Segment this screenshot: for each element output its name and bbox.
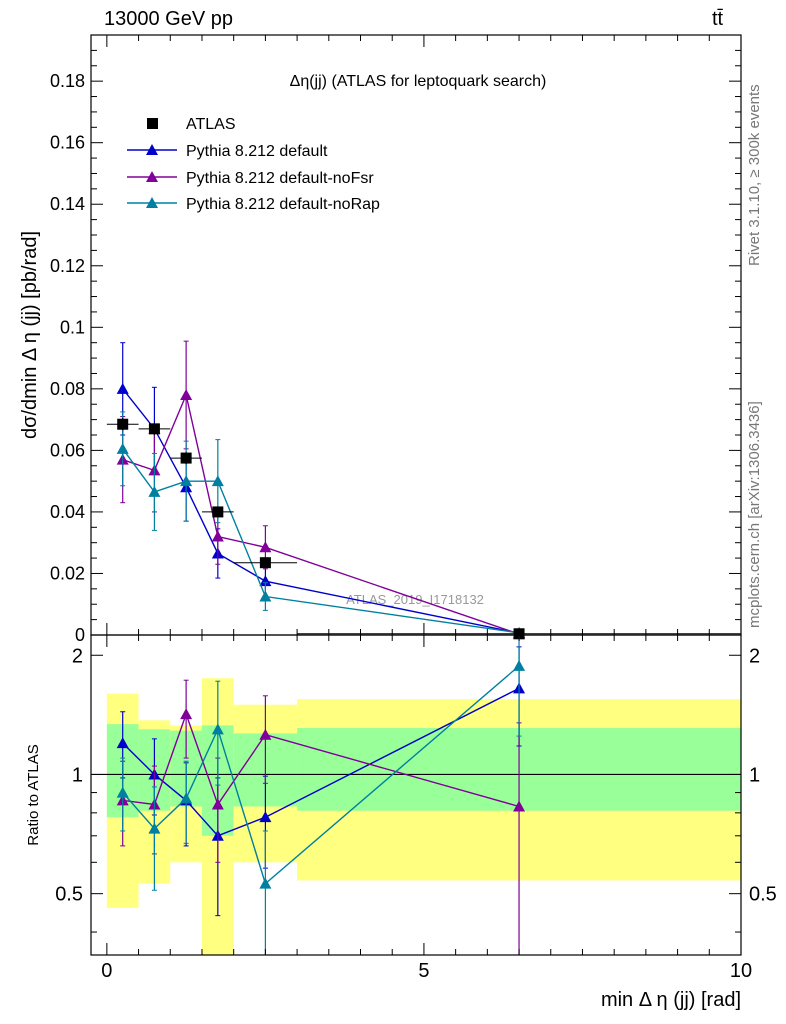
x-tick-label: 0 — [101, 960, 112, 982]
main-y-label: dσ/dmin Δ η (jj) [pb/rad] — [19, 231, 41, 439]
legend-label-nofsr: Pythia 8.212 default-noFsr — [186, 170, 374, 187]
ratio-point-pythia-8-212-default — [116, 737, 129, 749]
ratio-point-pythia-8-212-default-norap — [116, 786, 129, 798]
data-point-pythia-8-212-default-norap — [148, 485, 161, 497]
ratio-ytick-label-right: 0.5 — [749, 884, 777, 906]
main-ytick-label: 0 — [75, 625, 85, 645]
data-point-atlas — [513, 628, 525, 640]
ratio-point-pythia-8-212-default-nofsr — [211, 798, 224, 810]
ratio-ytick-label-right: 2 — [749, 645, 760, 667]
ratio-point-pythia-8-212-default-norap — [211, 723, 224, 735]
data-point-atlas — [180, 452, 192, 464]
legend-marker-norap — [146, 197, 158, 208]
ratio-ytick-label: 2 — [72, 645, 83, 667]
data-point-atlas — [117, 418, 129, 430]
x-tick-label: 5 — [418, 960, 429, 982]
main-ytick-label: 0.14 — [50, 194, 85, 214]
ratio-point-pythia-8-212-default-norap — [259, 877, 272, 889]
data-point-pythia-8-212-default-norap — [116, 442, 129, 454]
main-panel: Δη(jj) (ATLAS for leptoquark search) ATL… — [19, 34, 742, 645]
series-line-pythia-8-212-default-norap — [122, 448, 520, 634]
ratio-point-pythia-8-212-default-norap — [148, 822, 161, 834]
main-ytick-label: 0.08 — [50, 379, 85, 399]
ratio-point-pythia-8-212-default-norap — [180, 792, 193, 804]
data-point-atlas — [148, 423, 160, 435]
data-point-pythia-8-212-default — [116, 382, 129, 394]
data-point-pythia-8-212-default — [259, 575, 272, 587]
main-ytick-label: 0.18 — [50, 71, 85, 91]
data-point-pythia-8-212-default-nofsr — [211, 530, 224, 542]
main-y-ticks: 0 0.02 0.04 0.06 0.08 0.1 0.12 0.14 0.16 0.18 — [50, 35, 742, 645]
ratio-y-label: Ratio to ATLAS — [25, 744, 42, 845]
data-point-pythia-8-212-default-norap — [259, 590, 272, 602]
legend: ATLAS Pythia 8.212 default Pythia 8.212 … — [127, 116, 380, 213]
ratio-line-pythia-8-212-default — [122, 687, 520, 837]
energy-label: 13000 GeV pp — [104, 8, 233, 30]
main-content — [106, 340, 741, 640]
data-point-atlas — [212, 506, 224, 518]
data-point-pythia-8-212-default-norap — [180, 475, 193, 487]
legend-label-default: Pythia 8.212 default — [186, 143, 328, 160]
data-point-atlas — [259, 557, 271, 569]
data-point-pythia-8-212-default-nofsr — [180, 389, 193, 400]
series-line-pythia-8-212-default — [122, 388, 520, 634]
main-ytick-label: 0.12 — [50, 256, 85, 276]
series-line-pythia-8-212-default-nofsr — [122, 392, 520, 635]
ratio-ytick-label: 0.5 — [55, 884, 83, 906]
main-ytick-label: 0.16 — [50, 133, 85, 153]
ratio-frame — [90, 634, 742, 956]
ratio-panel: 0.5 0.5 1 1 2 2 0 5 10 Ratio to ATLAS min Δ η (j… — [25, 634, 777, 1011]
ratio-line-pythia-8-212-default-nofsr — [122, 712, 520, 808]
ratio-ytick-label: 1 — [72, 764, 83, 786]
main-ytick-label: 0.04 — [50, 502, 85, 522]
ratio-point-pythia-8-212-default-nofsr — [513, 800, 526, 812]
ratio-content — [91, 634, 741, 956]
ratio-ytick-label-right: 1 — [749, 764, 760, 786]
legend-marker-nofsr — [146, 171, 158, 182]
mcplots-label: mcplots.cern.ch [arXiv:1306.3436] — [746, 401, 763, 628]
x-tick-label: 10 — [730, 960, 752, 982]
rivet-label: Rivet 3.1.10, ≥ 300k events — [746, 84, 763, 266]
main-title: Δη(jj) (ATLAS for leptoquark search) — [290, 73, 547, 90]
ratio-point-pythia-8-212-default-nofsr — [180, 708, 193, 720]
legend-marker-atlas — [147, 118, 158, 129]
ratio-point-pythia-8-212-default-norap — [513, 659, 526, 671]
main-ytick-label: 0.06 — [50, 440, 85, 460]
main-ytick-label: 0.1 — [60, 317, 85, 337]
ratio-point-pythia-8-212-default-nofsr — [259, 728, 272, 740]
ratio-point-pythia-8-212-default — [259, 811, 272, 823]
legend-label-atlas: ATLAS — [186, 116, 236, 133]
data-point-pythia-8-212-default-norap — [211, 475, 224, 487]
data-point-pythia-8-212-default-nofsr — [259, 541, 272, 553]
ratio-line-pythia-8-212-default-norap — [122, 665, 520, 885]
legend-label-norap: Pythia 8.212 default-noRap — [186, 196, 380, 213]
legend-marker-default — [146, 144, 158, 155]
x-axis-label: min Δ η (jj) [rad] — [601, 989, 741, 1011]
process-label: tt̄ — [712, 8, 724, 30]
watermark: ATLAS_2019_I1718132 — [346, 592, 484, 607]
main-ytick-label: 0.02 — [50, 563, 85, 583]
